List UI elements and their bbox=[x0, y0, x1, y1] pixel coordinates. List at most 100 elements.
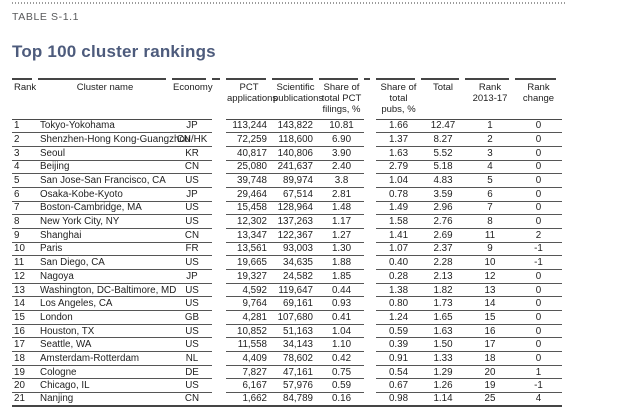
cell-rank-2013-17: 8 bbox=[465, 215, 515, 229]
cell-rank-2013-17: 6 bbox=[465, 188, 515, 202]
cell-share-total-pubs: 1.24 bbox=[376, 311, 421, 325]
column-group-gap bbox=[212, 284, 226, 298]
cell-cluster-name: Shenzhen-Hong Kong-Guangzhou bbox=[38, 134, 191, 147]
table-row: 16 Houston, TX US 10,852 51,163 1.04 0.59 1.63 1… bbox=[12, 325, 562, 339]
cell-scientific-publications: 241,637 bbox=[272, 161, 319, 175]
column-group-gap bbox=[364, 338, 376, 352]
cell-rank: 18 bbox=[12, 352, 38, 366]
cell-total: 2.69 bbox=[421, 229, 465, 243]
cell-rank: 15 bbox=[12, 311, 38, 325]
column-group-gap bbox=[212, 147, 226, 161]
cell-rank-change: 0 bbox=[515, 352, 562, 366]
cell-pct-applications: 4,592 bbox=[226, 284, 272, 298]
cell-pct-applications: 6,167 bbox=[226, 379, 272, 394]
column-group-gap bbox=[212, 78, 226, 120]
cell-economy: US bbox=[172, 297, 212, 312]
top-dotted-rule bbox=[12, 2, 565, 4]
cell-pct-applications: 11,558 bbox=[226, 338, 272, 353]
cell-share-total-pct-filings: 10.81 bbox=[319, 120, 364, 134]
column-group-gap bbox=[212, 133, 226, 147]
cell-scientific-publications: 119,647 bbox=[272, 284, 319, 298]
cell-cluster-name: Beijing bbox=[38, 161, 172, 175]
cell-rank: 13 bbox=[12, 284, 38, 298]
column-group-gap bbox=[364, 270, 376, 284]
column-group-gap bbox=[212, 202, 226, 216]
column-header-share-total-pct-filings: Share of total PCT filings, % bbox=[319, 78, 364, 120]
column-group-gap bbox=[364, 78, 376, 120]
column-header-cluster-name: Cluster name bbox=[38, 78, 172, 120]
cell-total: 1.29 bbox=[421, 366, 465, 380]
cell-total: 1.65 bbox=[421, 311, 465, 325]
cell-total: 5.18 bbox=[421, 161, 465, 175]
cell-total: 2.13 bbox=[421, 270, 465, 284]
cell-share-total-pubs: 0.40 bbox=[376, 256, 421, 270]
cell-rank-2013-17: 1 bbox=[465, 120, 515, 134]
column-group-gap bbox=[364, 174, 376, 188]
cell-rank-2013-17: 12 bbox=[465, 270, 515, 284]
cell-rank-2013-17: 2 bbox=[465, 133, 515, 147]
cell-rank-change: 0 bbox=[515, 161, 562, 175]
cell-rank: 17 bbox=[12, 338, 38, 353]
cell-rank-2013-17: 5 bbox=[465, 174, 515, 188]
cell-total: 3.59 bbox=[421, 188, 465, 202]
cell-share-total-pct-filings: 1.27 bbox=[319, 229, 364, 243]
cell-share-total-pubs: 1.07 bbox=[376, 243, 421, 257]
rankings-table: Rank Cluster name Economy PCT applications S… bbox=[12, 78, 562, 407]
table-label: TABLE S-1.1 bbox=[12, 11, 80, 23]
cell-cluster-name: Boston-Cambridge, MA bbox=[38, 202, 172, 216]
cell-economy: US bbox=[172, 325, 212, 339]
table-row: 9 Shanghai CN 13,347 122,367 1.27 1.41 2.69 11 2 bbox=[12, 229, 562, 243]
cell-total: 1.50 bbox=[421, 338, 465, 353]
cell-pct-applications: 39,748 bbox=[226, 174, 272, 188]
cell-share-total-pct-filings: 1.10 bbox=[319, 338, 364, 353]
column-group-gap bbox=[364, 243, 376, 257]
table-row: 1 Tokyo-Yokohama JP 113,244 143,822 10.81 1.66… bbox=[12, 120, 562, 134]
cell-scientific-publications: 34,143 bbox=[272, 338, 319, 353]
cell-rank: 3 bbox=[12, 147, 38, 161]
column-group-gap bbox=[212, 120, 226, 134]
cell-economy: US bbox=[172, 379, 212, 394]
cell-economy: US bbox=[172, 284, 212, 298]
cell-scientific-publications: 143,822 bbox=[272, 120, 319, 134]
cell-cluster-name: Osaka-Kobe-Kyoto bbox=[38, 188, 172, 202]
cell-economy: NL bbox=[172, 352, 212, 366]
column-group-gap bbox=[364, 202, 376, 216]
cell-scientific-publications: 93,003 bbox=[272, 243, 319, 257]
cell-cluster-name: Nanjing bbox=[38, 393, 172, 407]
cell-scientific-publications: 128,964 bbox=[272, 202, 319, 216]
cell-scientific-publications: 57,976 bbox=[272, 379, 319, 394]
cell-economy: JP bbox=[172, 270, 212, 284]
cell-scientific-publications: 89,974 bbox=[272, 174, 319, 188]
cell-cluster-name: Shanghai bbox=[38, 229, 172, 243]
cell-share-total-pct-filings: 1.17 bbox=[319, 215, 364, 229]
table-body: 1 Tokyo-Yokohama JP 113,244 143,822 10.81 1.66… bbox=[12, 120, 562, 407]
cell-share-total-pct-filings: 0.16 bbox=[319, 393, 364, 407]
cell-rank: 20 bbox=[12, 379, 38, 394]
cell-pct-applications: 40,817 bbox=[226, 147, 272, 161]
cell-rank-change: 1 bbox=[515, 366, 562, 380]
cell-share-total-pct-filings: 1.30 bbox=[319, 243, 364, 257]
cell-economy: DE bbox=[172, 366, 212, 380]
cell-pct-applications: 4,281 bbox=[226, 311, 272, 325]
cell-rank: 9 bbox=[12, 229, 38, 243]
column-group-gap bbox=[212, 215, 226, 229]
cell-scientific-publications: 122,367 bbox=[272, 229, 319, 243]
cell-economy: JP bbox=[172, 188, 212, 202]
cell-cluster-name: Los Angeles, CA bbox=[38, 297, 172, 312]
cell-rank-2013-17: 20 bbox=[465, 366, 515, 380]
cell-rank-2013-17: 13 bbox=[465, 284, 515, 298]
cell-rank: 16 bbox=[12, 325, 38, 339]
table-row: 20 Chicago, IL US 6,167 57,976 0.59 0.67 1.26 19… bbox=[12, 379, 562, 394]
cell-rank-change: 0 bbox=[515, 174, 562, 188]
column-header-scientific-publications: Scientific publications bbox=[272, 78, 323, 120]
table-row: 13 Washington, DC-Baltimore, MD US 4,592 119… bbox=[12, 284, 562, 298]
column-group-gap bbox=[364, 133, 376, 147]
cell-total: 1.73 bbox=[421, 297, 465, 312]
cell-rank-2013-17: 10 bbox=[465, 256, 515, 270]
column-group-gap bbox=[212, 188, 226, 202]
column-group-gap bbox=[212, 325, 226, 339]
cell-rank-2013-17: 19 bbox=[465, 379, 515, 394]
table-row: 10 Paris FR 13,561 93,003 1.30 1.07 2.37 9 -1 bbox=[12, 243, 562, 257]
cell-rank-change: 0 bbox=[515, 270, 562, 284]
cell-scientific-publications: 51,163 bbox=[272, 325, 319, 339]
